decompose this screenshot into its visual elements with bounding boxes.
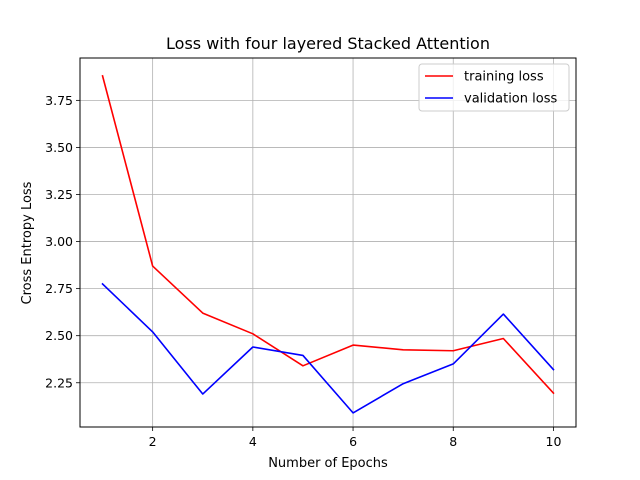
y-tick-label: 3.25: [45, 187, 73, 202]
series-lines: [101, 74, 555, 414]
series-line-validation-loss: [101, 282, 555, 414]
x-axis-label: Number of Epochs: [268, 456, 388, 471]
y-tick-label: 2.25: [45, 375, 73, 390]
chart-title: Loss with four layered Stacked Attention: [166, 34, 490, 53]
x-tick-label: 8: [449, 434, 457, 449]
plot-area-frame: [79, 57, 577, 428]
y-axis-label: Cross Entropy Loss: [20, 181, 35, 304]
axis-ticks: 2 4 6 8 10 2.25 2.50 2.75 3.00 3.25 3.50 3.75: [45, 93, 561, 449]
y-tick-label: 2.75: [45, 281, 73, 296]
y-tick-label: 3.75: [45, 93, 73, 108]
legend-label: training loss: [464, 70, 544, 85]
x-tick-label: 10: [546, 434, 562, 449]
grid-lines: [80, 58, 576, 427]
series-line-training-loss: [101, 74, 555, 395]
x-tick-label: 4: [249, 434, 257, 449]
legend-label: validation loss: [464, 92, 557, 107]
x-tick-label: 2: [149, 434, 157, 449]
y-tick-label: 2.50: [45, 328, 73, 343]
y-tick-label: 3.00: [45, 234, 73, 249]
legend-box: [418, 63, 570, 112]
legend: training loss validation loss: [418, 63, 570, 112]
x-tick-label: 6: [349, 434, 357, 449]
y-tick-label: 3.50: [45, 140, 73, 155]
